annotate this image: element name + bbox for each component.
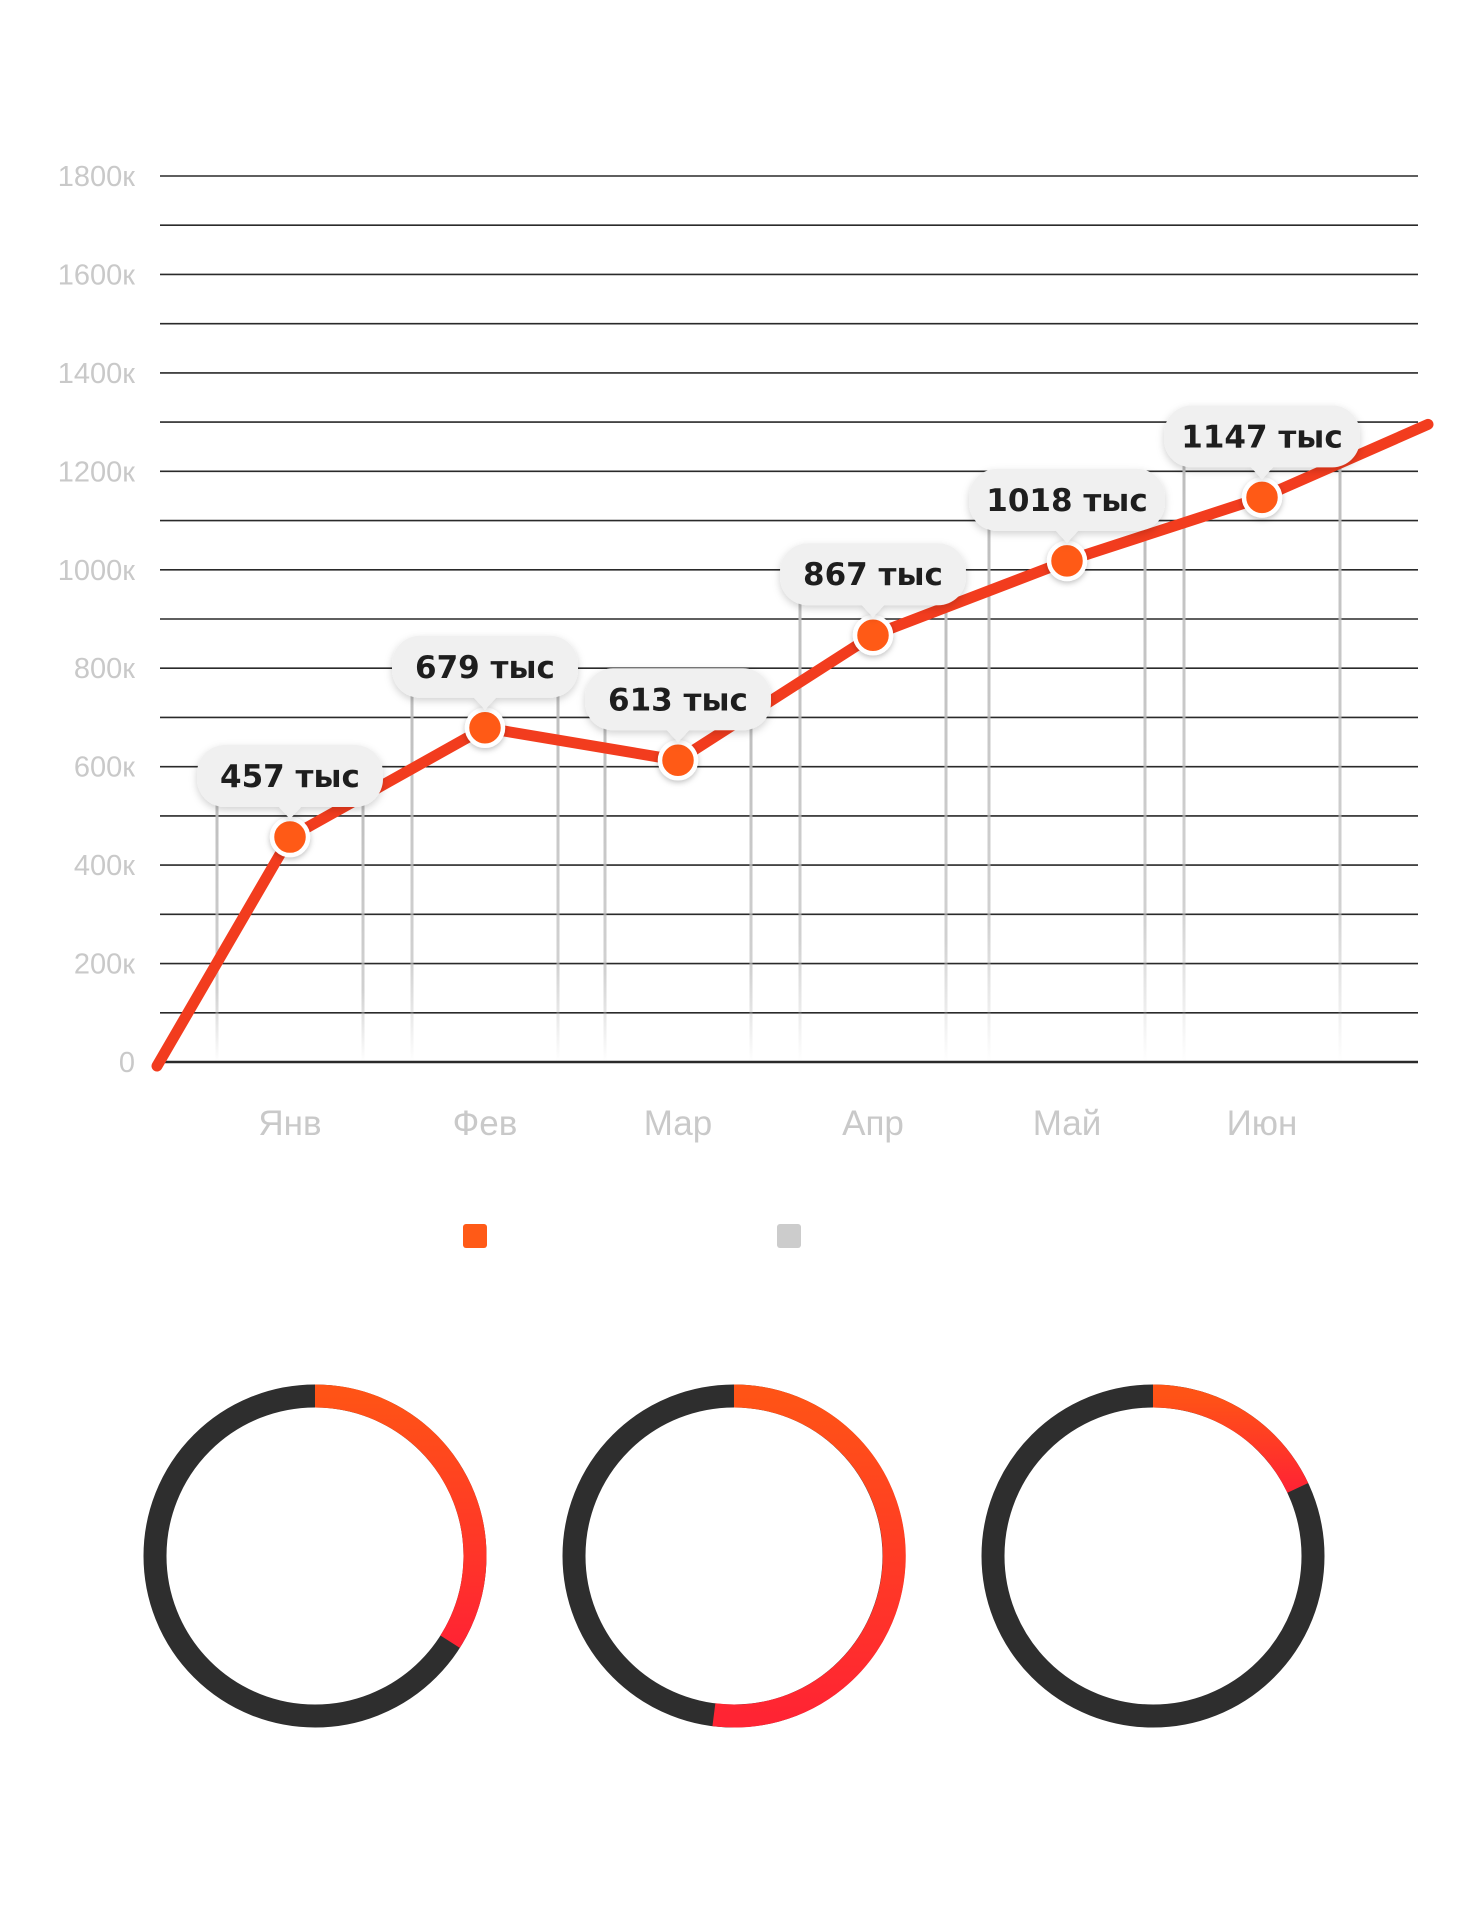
series-line-path <box>151 418 1434 1072</box>
y-tick-label: 1000к <box>58 555 136 587</box>
y-tick-label: 600к <box>74 752 135 784</box>
guide-line <box>944 574 948 1062</box>
data-label-bubble <box>585 668 771 743</box>
data-point <box>1046 540 1088 582</box>
legend <box>463 1224 801 1248</box>
data-markers <box>269 477 1283 858</box>
y-tick-label: 800к <box>74 653 135 685</box>
guide-line <box>556 666 560 1062</box>
data-label-text: 867 тыс <box>803 557 943 593</box>
y-tick-label: 200к <box>74 949 135 981</box>
y-tick-label: 0 <box>119 1047 135 1079</box>
x-axis-ticks: Янв Фев Мар Апр Май Июн <box>258 1104 1297 1143</box>
data-label: 1018 тыс <box>969 468 1165 543</box>
data-label-text: 1147 тыс <box>1181 419 1342 455</box>
data-label-bubble <box>969 468 1165 543</box>
x-tick-label: Фев <box>453 1104 518 1143</box>
y-tick-label: 1400к <box>58 358 136 390</box>
legend-swatch <box>463 1224 487 1248</box>
data-labels: 457 тыс 679 тыс 613 тыс 867 тыс 1018 тыс 1147… <box>197 405 1360 820</box>
x-tick-label: Мар <box>644 1104 712 1143</box>
data-point <box>852 614 894 656</box>
guide-line <box>1182 436 1186 1062</box>
y-tick-label: 1600к <box>58 259 136 291</box>
data-point <box>657 740 699 781</box>
donut-fill-arc <box>712 1384 906 1728</box>
data-point <box>464 707 506 749</box>
data-point <box>269 816 311 858</box>
guide-line <box>215 776 219 1062</box>
guide-line <box>410 666 414 1062</box>
data-label-text: 457 тыс <box>220 759 360 795</box>
donut-fill-arc <box>314 1384 487 1648</box>
x-tick-label: Апр <box>842 1104 904 1143</box>
guide-line <box>1338 436 1342 1062</box>
bracket-guides <box>215 436 1342 1062</box>
x-tick-label: Май <box>1033 1104 1102 1143</box>
data-label-text: 1018 тыс <box>986 483 1147 519</box>
guide-line <box>603 699 607 1062</box>
data-label-text: 679 тыс <box>415 650 555 686</box>
y-tick-label: 1800к <box>58 161 136 193</box>
y-tick-label: 1200к <box>58 456 136 488</box>
guide-line <box>1143 499 1147 1062</box>
guide-line <box>798 574 802 1062</box>
data-label: 457 тыс <box>197 745 383 820</box>
y-axis-ticks: 0 200к 400к 600к 800к 1000к 1200к 1400к 1600к 180… <box>58 161 136 1079</box>
donut-charts <box>143 1384 1325 1728</box>
data-label: 867 тыс <box>780 543 966 618</box>
donut-chart <box>143 1384 487 1728</box>
data-label: 679 тыс <box>392 635 578 710</box>
data-label-bubble <box>197 745 383 820</box>
donut-chart <box>981 1384 1325 1728</box>
series-line <box>151 418 1434 1072</box>
data-label: 1147 тыс <box>1164 405 1360 480</box>
data-label: 613 тыс <box>585 668 771 743</box>
donut-fill-arc <box>1152 1384 1309 1493</box>
x-tick-label: Янв <box>258 1104 321 1143</box>
y-tick-label: 400к <box>74 850 135 882</box>
data-point <box>1241 477 1283 518</box>
x-tick-label: Июн <box>1227 1104 1298 1143</box>
donut-chart <box>562 1384 906 1728</box>
data-label-text: 613 тыс <box>608 682 748 718</box>
guide-line <box>749 699 753 1062</box>
legend-swatch <box>777 1224 801 1248</box>
data-label-bubble <box>780 543 966 618</box>
data-label-bubble <box>392 635 578 710</box>
guide-line <box>987 499 991 1062</box>
grid-lines <box>160 175 1418 1064</box>
data-label-bubble <box>1164 405 1360 480</box>
guide-line <box>361 776 365 1062</box>
